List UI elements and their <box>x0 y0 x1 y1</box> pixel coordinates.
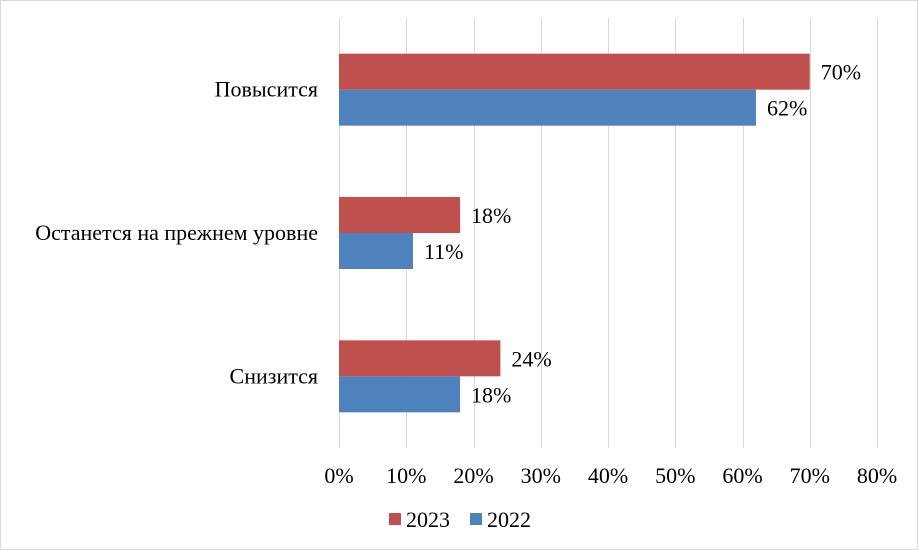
x-tick-label: 50% <box>655 463 695 488</box>
x-tick-label: 70% <box>790 463 830 488</box>
bar-2022-3 <box>339 376 461 413</box>
category-labels: Повысится Останется на прежнем уровне Сниз… <box>35 77 318 389</box>
legend: 2023 2022 <box>389 507 531 532</box>
bar-2022-2 <box>339 233 413 269</box>
category-label: Снизится <box>230 363 318 388</box>
x-tick-label: 80% <box>857 463 897 488</box>
category-label: Останется на прежнем уровне <box>35 220 318 245</box>
data-label-2022: 18% <box>471 382 511 407</box>
data-label-2023: 24% <box>511 346 551 371</box>
data-label-2022: 11% <box>424 239 464 264</box>
x-tick-label: 60% <box>722 463 762 488</box>
bar-2023-3 <box>339 340 501 377</box>
legend-swatch-2023 <box>389 513 401 525</box>
legend-label-2023: 2023 <box>406 507 450 532</box>
x-tick-label: 40% <box>588 463 628 488</box>
data-labels: 70%62%18%11%24%18% <box>424 60 861 408</box>
bar-2023-1 <box>339 53 810 90</box>
bars <box>339 53 810 413</box>
x-tick-label: 30% <box>521 463 561 488</box>
data-label-2023: 70% <box>821 60 861 85</box>
bar-2022-1 <box>339 89 756 126</box>
legend-swatch-2022 <box>470 513 482 525</box>
x-tick-label: 0% <box>324 463 353 488</box>
category-label: Повысится <box>215 77 318 102</box>
data-label-2022: 62% <box>767 96 807 121</box>
legend-label-2022: 2022 <box>487 507 531 532</box>
x-axis-tick-labels: 0% 10% 20% 30% 40% 50% 60% 70% 80% <box>324 463 897 488</box>
x-tick-label: 20% <box>453 463 493 488</box>
x-tick-label: 10% <box>386 463 426 488</box>
data-label-2023: 18% <box>471 203 511 228</box>
bar-2023-2 <box>339 197 461 233</box>
